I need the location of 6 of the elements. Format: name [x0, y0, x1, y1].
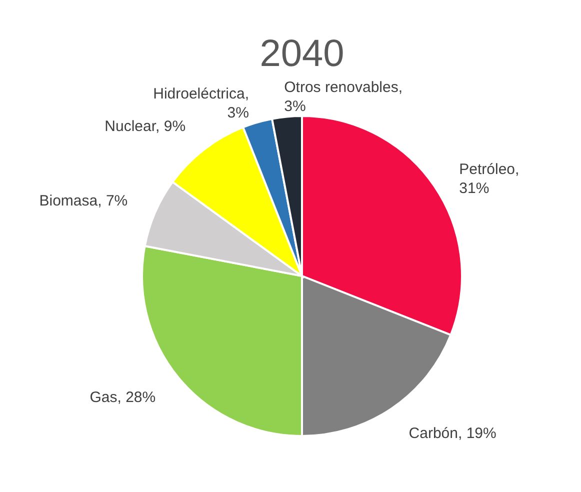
- chart-title: 2040: [260, 33, 344, 75]
- slice-label: Carbón, 19%: [408, 425, 496, 442]
- slice-label: Gas, 28%: [90, 389, 156, 406]
- slice-label: Petróleo, 31%: [459, 161, 520, 198]
- slice-label: Biomasa, 7%: [39, 192, 128, 210]
- slice-label: Otros renovables, 3%: [284, 78, 403, 115]
